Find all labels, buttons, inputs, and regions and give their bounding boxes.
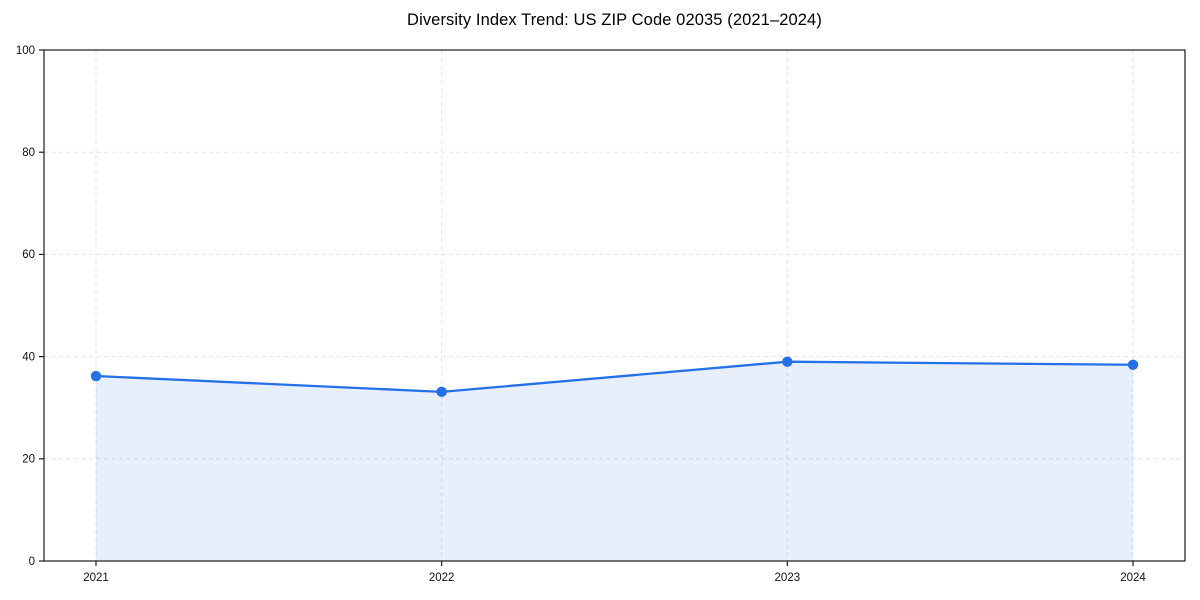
y-tick-label: 100 (16, 45, 35, 57)
x-tick-label: 2024 (1120, 572, 1146, 584)
data-point (436, 386, 447, 398)
y-tick-label: 20 (22, 454, 35, 466)
trend-line (94, 360, 1135, 394)
y-tick-label: 0 (29, 556, 35, 568)
x-tick-label: 2022 (429, 572, 455, 584)
tick-labels: 0 20 40 60 80 100 2021 2022 2023 2024 (16, 45, 1147, 584)
x-tick-label: 2023 (775, 572, 801, 584)
data-point (782, 356, 793, 367)
tick-marks (39, 49, 1134, 566)
area-fill (96, 361, 1133, 561)
gridlines (44, 50, 1185, 561)
y-tick-label: 80 (22, 147, 35, 159)
data-point (1127, 359, 1139, 370)
data-point-markers (90, 356, 1139, 398)
data-point (90, 370, 102, 382)
y-tick-label: 40 (22, 351, 35, 363)
y-tick-label: 60 (22, 249, 35, 261)
chart-title: Diversity Index Trend: US ZIP Code 02035… (407, 11, 822, 29)
plot-box-spines (43, 49, 1186, 562)
x-tick-label: 2021 (83, 572, 109, 584)
